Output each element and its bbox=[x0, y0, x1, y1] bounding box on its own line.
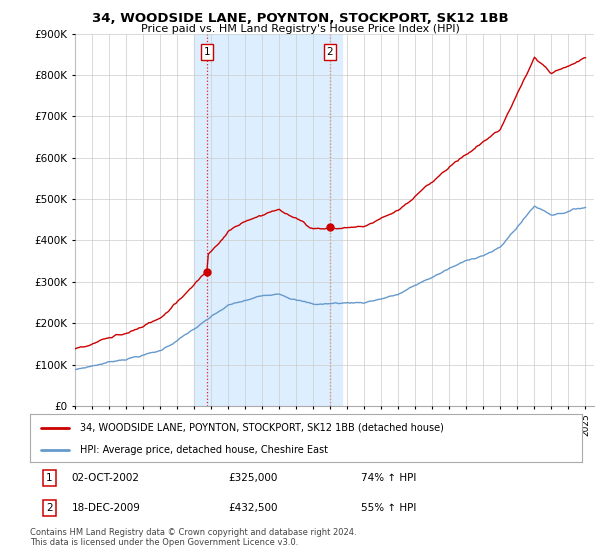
Text: £325,000: £325,000 bbox=[229, 473, 278, 483]
Text: 1: 1 bbox=[46, 473, 53, 483]
Text: 18-DEC-2009: 18-DEC-2009 bbox=[71, 502, 140, 512]
Text: 34, WOODSIDE LANE, POYNTON, STOCKPORT, SK12 1BB: 34, WOODSIDE LANE, POYNTON, STOCKPORT, S… bbox=[92, 12, 508, 25]
Text: 2: 2 bbox=[46, 502, 53, 512]
Text: Contains HM Land Registry data © Crown copyright and database right 2024.
This d: Contains HM Land Registry data © Crown c… bbox=[30, 528, 356, 547]
Text: 1: 1 bbox=[203, 47, 210, 57]
Text: £432,500: £432,500 bbox=[229, 502, 278, 512]
Text: 2: 2 bbox=[326, 47, 333, 57]
Text: 02-OCT-2002: 02-OCT-2002 bbox=[71, 473, 139, 483]
Text: Price paid vs. HM Land Registry's House Price Index (HPI): Price paid vs. HM Land Registry's House … bbox=[140, 24, 460, 34]
Text: 55% ↑ HPI: 55% ↑ HPI bbox=[361, 502, 416, 512]
Text: 74% ↑ HPI: 74% ↑ HPI bbox=[361, 473, 416, 483]
Text: HPI: Average price, detached house, Cheshire East: HPI: Average price, detached house, Ches… bbox=[80, 445, 328, 455]
Text: 34, WOODSIDE LANE, POYNTON, STOCKPORT, SK12 1BB (detached house): 34, WOODSIDE LANE, POYNTON, STOCKPORT, S… bbox=[80, 423, 443, 433]
Bar bbox=[194, 34, 342, 406]
